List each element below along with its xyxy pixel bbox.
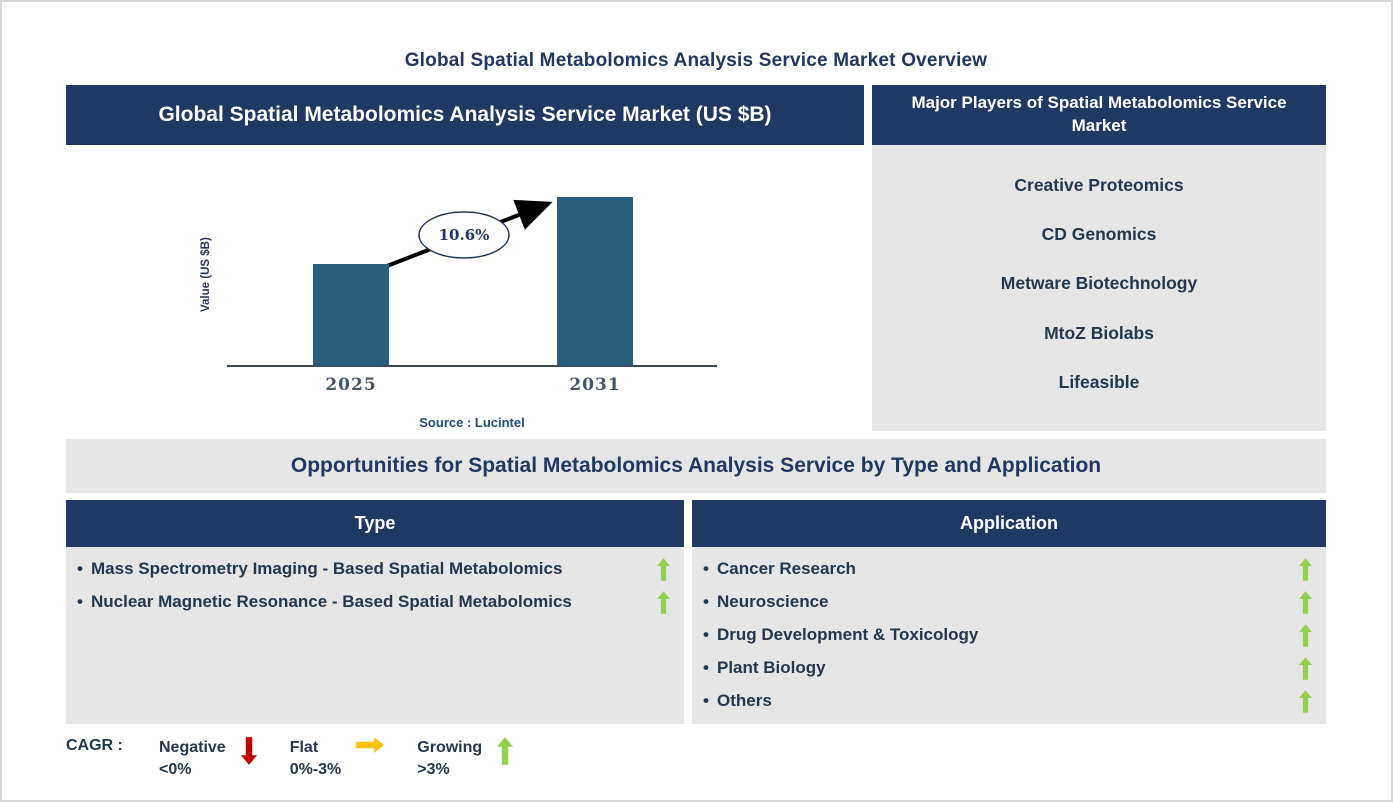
cagr-value: 10.6% <box>439 226 490 244</box>
market-chart-panel: Global Spatial Metabolomics Analysis Ser… <box>66 85 864 431</box>
type-body: Mass Spectrometry Imaging - Based Spatia… <box>66 547 684 724</box>
application-body: Cancer ResearchNeuroscienceDrug Developm… <box>692 547 1326 724</box>
growing-trend-arrow-icon <box>1299 657 1312 680</box>
top-row: Global Spatial Metabolomics Analysis Ser… <box>66 85 1326 431</box>
opportunities-band: Opportunities for Spatial Metabolomics A… <box>66 439 1326 493</box>
list-item: Mass Spectrometry Imaging - Based Spatia… <box>66 553 684 586</box>
bar-chart: Value (US $B) 10.6% <box>66 145 864 431</box>
plot-area: 10.6% <box>227 187 717 367</box>
cagr-legend: CAGR : Negative <0% Flat 0%-3% Growing >3% <box>66 737 1326 780</box>
type-header: Type <box>66 500 684 547</box>
player-name: Creative Proteomics <box>1014 175 1184 196</box>
item-label: Mass Spectrometry Imaging - Based Spatia… <box>77 553 657 585</box>
item-label: Drug Development & Toxicology <box>703 619 1299 651</box>
legend-item-label: Growing >3% <box>417 739 483 778</box>
legend-item-label: Flat 0%-3% <box>289 739 342 778</box>
application-items: Cancer ResearchNeuroscienceDrug Developm… <box>692 553 1326 718</box>
legend-item-negative: Negative <0% <box>159 737 257 780</box>
list-item: Neuroscience <box>692 586 1326 619</box>
growing-trend-arrow-icon <box>1299 558 1312 581</box>
page-title: Global Spatial Metabolomics Analysis Ser… <box>404 50 988 71</box>
type-items: Mass Spectrometry Imaging - Based Spatia… <box>66 553 684 619</box>
list-item: Others <box>692 685 1326 718</box>
market-chart-header: Global Spatial Metabolomics Analysis Ser… <box>66 85 864 145</box>
application-panel: Application Cancer ResearchNeuroscienceD… <box>692 500 1326 724</box>
growing-trend-arrow-icon <box>657 591 670 614</box>
cagr-annotation: 10.6% <box>386 199 553 268</box>
growing-trend-arrow-icon <box>1299 591 1312 614</box>
player-name: Lifeasible <box>1058 371 1140 392</box>
list-item: Plant Biology <box>692 652 1326 685</box>
cagr-legend-label: CAGR : <box>66 737 123 754</box>
item-label: Plant Biology <box>703 652 1299 684</box>
item-label: Cancer Research <box>703 553 1299 585</box>
player-name: Metware Biotechnology <box>1000 273 1198 294</box>
application-header: Application <box>692 500 1326 547</box>
item-label: Others <box>703 685 1299 717</box>
x-tick-label: 2031 <box>569 375 621 395</box>
cagr-ellipse <box>418 211 510 259</box>
player-name: CD Genomics <box>1041 224 1157 245</box>
item-label: Nuclear Magnetic Resonance - Based Spati… <box>77 586 657 618</box>
y-axis-label: Value (US $B) <box>200 237 212 313</box>
legend-item-flat: Flat 0%-3% <box>290 737 385 780</box>
list-item: Drug Development & Toxicology <box>692 619 1326 652</box>
players-list: Creative Proteomics CD Genomics Metware Bi… <box>872 145 1326 431</box>
x-tick-label: 2025 <box>325 375 377 395</box>
legend-item-label: Negative <0% <box>159 739 226 778</box>
opportunities-columns: Type Mass Spectrometry Imaging - Based S… <box>66 500 1326 724</box>
growing-trend-arrow-icon <box>1299 690 1312 713</box>
type-panel: Type Mass Spectrometry Imaging - Based S… <box>66 500 684 724</box>
bar-2025 <box>313 264 389 365</box>
legend-item-growing: Growing >3% <box>417 737 514 780</box>
major-players-header: Major Players of Spatial Metabolomics Se… <box>872 85 1326 145</box>
list-item: Nuclear Magnetic Resonance - Based Spati… <box>66 586 684 619</box>
list-item: Cancer Research <box>692 553 1326 586</box>
right-arrow-icon <box>356 737 385 753</box>
bar-2031 <box>557 197 633 365</box>
major-players-panel: Major Players of Spatial Metabolomics Se… <box>872 85 1326 431</box>
down-arrow-icon <box>240 737 257 765</box>
growing-trend-arrow-icon <box>1299 624 1312 647</box>
source-note: Source : Lucintel <box>419 415 525 430</box>
item-label: Neuroscience <box>703 586 1299 618</box>
growing-trend-arrow-icon <box>657 558 670 581</box>
player-name: MtoZ Biolabs <box>1044 322 1154 343</box>
up-arrow-icon <box>497 737 514 765</box>
